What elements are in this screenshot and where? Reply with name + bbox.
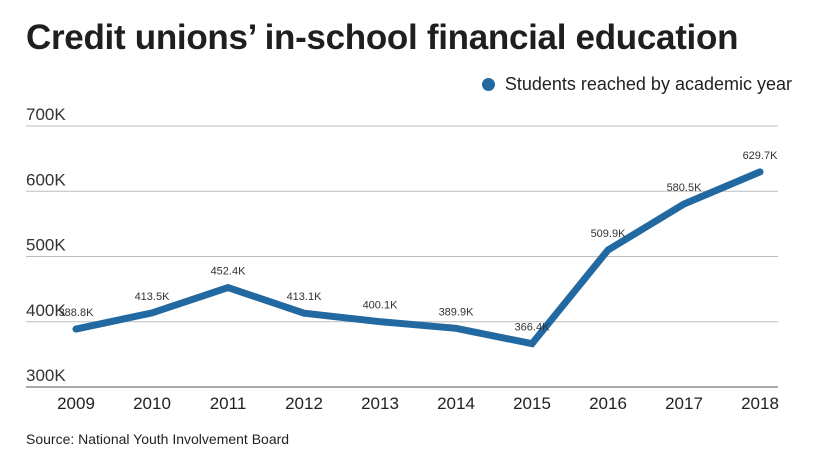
- y-tick-label: 300K: [26, 366, 66, 385]
- x-tick-label: 2015: [513, 394, 551, 413]
- legend-label: Students reached by academic year: [504, 74, 792, 94]
- data-label: 366.4K: [515, 322, 551, 334]
- x-tick-label: 2014: [437, 394, 475, 413]
- line-chart: 300K 400K 500K 600K 700K 2009 2010 2011 2012 2013…: [26, 105, 779, 413]
- chart-title: Credit unions’ in-school financial educa…: [26, 18, 739, 57]
- data-label: 629.7K: [743, 150, 779, 162]
- data-label: 400.1K: [363, 300, 399, 312]
- source-note: Source: National Youth Involvement Board: [26, 431, 290, 447]
- data-label: 389.9K: [439, 306, 475, 318]
- x-tick-label: 2017: [665, 394, 703, 413]
- x-tick-label: 2013: [361, 394, 399, 413]
- legend-marker: [481, 78, 495, 91]
- y-tick-label: 500K: [26, 236, 66, 255]
- x-tick-label: 2011: [210, 394, 247, 413]
- x-tick-label: 2010: [133, 394, 171, 413]
- y-tick-label: 700K: [26, 105, 66, 124]
- x-tick-label: 2009: [57, 394, 95, 413]
- data-label: 452.4K: [211, 266, 247, 278]
- x-tick-label: 2016: [589, 394, 627, 413]
- y-tick-label: 600K: [26, 170, 66, 189]
- data-label: 413.5K: [135, 291, 171, 303]
- y-tick-label: 400K: [26, 301, 66, 320]
- data-label: 388.8K: [59, 307, 95, 319]
- x-tick-label: 2018: [741, 394, 779, 413]
- x-tick-label: 2012: [285, 394, 323, 413]
- legend: Students reached by academic year: [481, 74, 792, 95]
- series-line: [72, 168, 764, 348]
- data-label: 413.1K: [287, 291, 323, 303]
- data-label: 509.9K: [591, 228, 627, 240]
- data-label: 580.5K: [667, 182, 703, 194]
